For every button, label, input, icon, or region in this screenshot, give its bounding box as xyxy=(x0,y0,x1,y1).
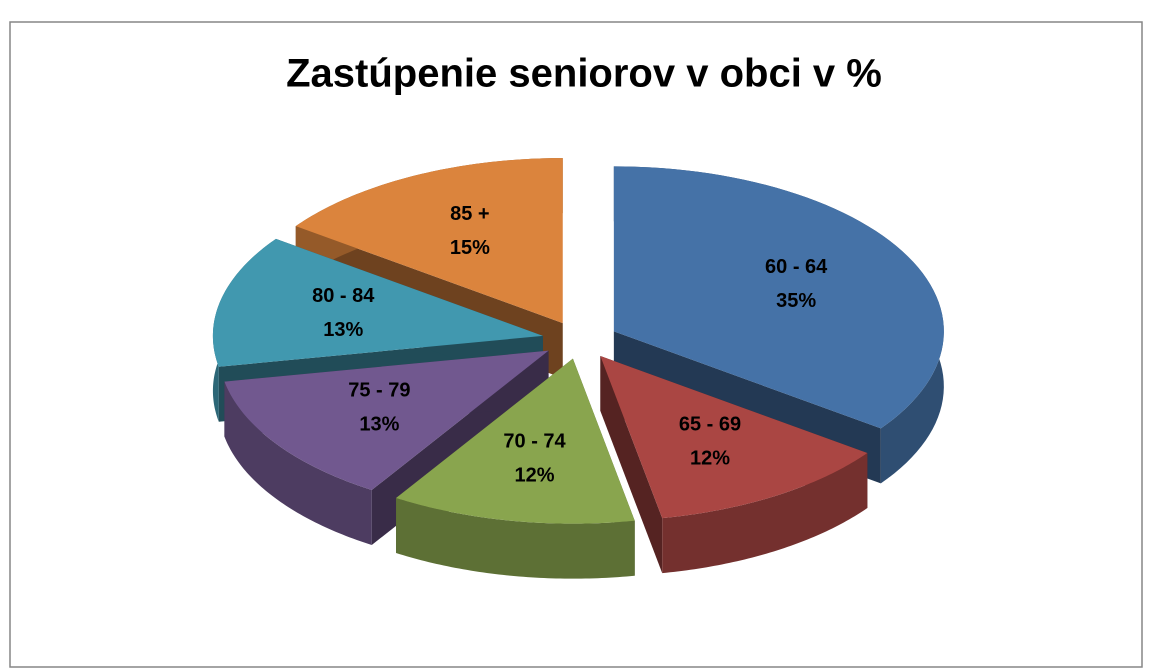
slice-label: 65 - 69 xyxy=(679,414,741,436)
slice xyxy=(600,356,868,519)
slice-label: 85 + xyxy=(450,203,489,225)
slice xyxy=(224,350,549,490)
slice-label: 60 - 64 xyxy=(765,256,828,278)
slice-value-label: 13% xyxy=(359,413,399,435)
slice xyxy=(295,158,563,324)
slice-value-label: 13% xyxy=(323,319,363,341)
slice-wall xyxy=(396,497,635,579)
slice-wall xyxy=(662,453,868,574)
slice-label: 80 - 84 xyxy=(312,285,375,307)
slice-side xyxy=(600,356,663,574)
slice-value-label: 15% xyxy=(450,237,490,259)
slice-value-label: 35% xyxy=(776,290,816,312)
slice-label: 70 - 74 xyxy=(503,430,566,452)
slice xyxy=(396,358,635,524)
slice-label: 75 - 79 xyxy=(348,379,410,401)
slice-wall xyxy=(224,381,372,545)
slice-value-label: 12% xyxy=(690,448,730,470)
slice xyxy=(613,166,944,429)
slice xyxy=(212,238,543,367)
slice-value-label: 12% xyxy=(515,464,555,486)
chart-title: Zastúpenie seniorov v obci v % xyxy=(286,52,882,96)
